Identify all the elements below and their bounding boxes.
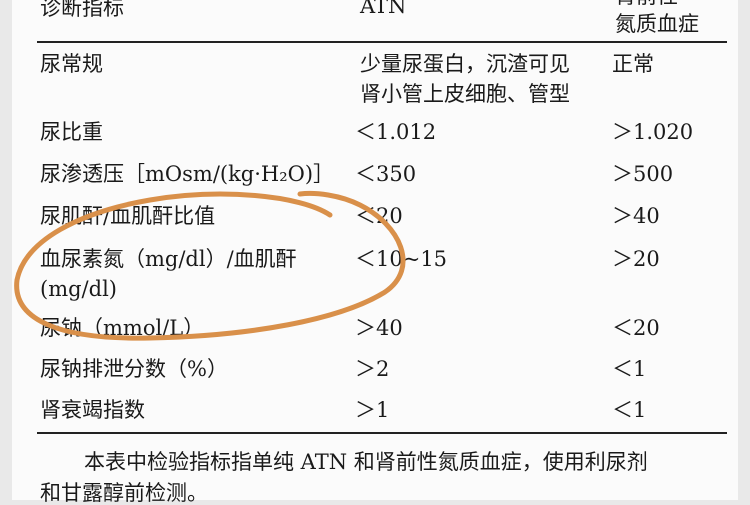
cell-indicator: 尿钠排泄分数（%） bbox=[40, 357, 228, 381]
cell-indicator: 尿常规 bbox=[40, 52, 103, 76]
cell-atn-line2: 肾小管上皮细胞、管型 bbox=[360, 82, 570, 106]
cell-prerenal: ＞500 bbox=[612, 162, 674, 186]
top-rule bbox=[37, 41, 727, 43]
cell-prerenal: ＞20 bbox=[612, 247, 660, 271]
cell-prerenal: ＜20 bbox=[612, 316, 660, 340]
header-prerenal-2: 氮质血症 bbox=[615, 12, 699, 36]
cell-atn: 少量尿蛋白，沉渣可见 bbox=[360, 52, 570, 76]
cell-prerenal: ＞40 bbox=[612, 204, 660, 228]
cell-atn: ＞40 bbox=[355, 316, 403, 340]
cell-indicator: 血尿素氮（mg/dl）/血肌酐 bbox=[40, 247, 297, 271]
cell-indicator: 尿渗透压［mOsm/(kg·H₂O)］ bbox=[40, 162, 335, 186]
bottom-rule bbox=[37, 432, 727, 434]
cell-atn: ＞2 bbox=[355, 357, 390, 381]
header-indicator: 诊断指标 bbox=[40, 0, 124, 20]
cell-prerenal: 正常 bbox=[612, 52, 654, 76]
note-line-1: 本表中检验指标指单纯 ATN 和肾前性氮质血症，使用利尿剂 bbox=[84, 450, 648, 474]
cell-atn: ＜350 bbox=[355, 162, 417, 186]
cell-indicator: 尿比重 bbox=[40, 120, 103, 144]
cell-atn: ＜1.012 bbox=[355, 120, 437, 144]
cell-prerenal: ＜1 bbox=[612, 398, 647, 422]
header-prerenal-1: 肾前性 bbox=[615, 0, 678, 8]
document-page: 诊断指标 ATN 肾前性 氮质血症 尿常规 少量尿蛋白，沉渣可见 肾小管上皮细胞… bbox=[12, 0, 738, 505]
cell-indicator: 肾衰竭指数 bbox=[40, 398, 145, 422]
cell-prerenal: ＜1 bbox=[612, 357, 647, 381]
header-atn: ATN bbox=[360, 0, 407, 18]
cell-prerenal: ＞1.020 bbox=[612, 120, 694, 144]
cell-atn: ＞1 bbox=[355, 398, 390, 422]
cell-indicator-line2: (mg/dl) bbox=[40, 277, 117, 301]
